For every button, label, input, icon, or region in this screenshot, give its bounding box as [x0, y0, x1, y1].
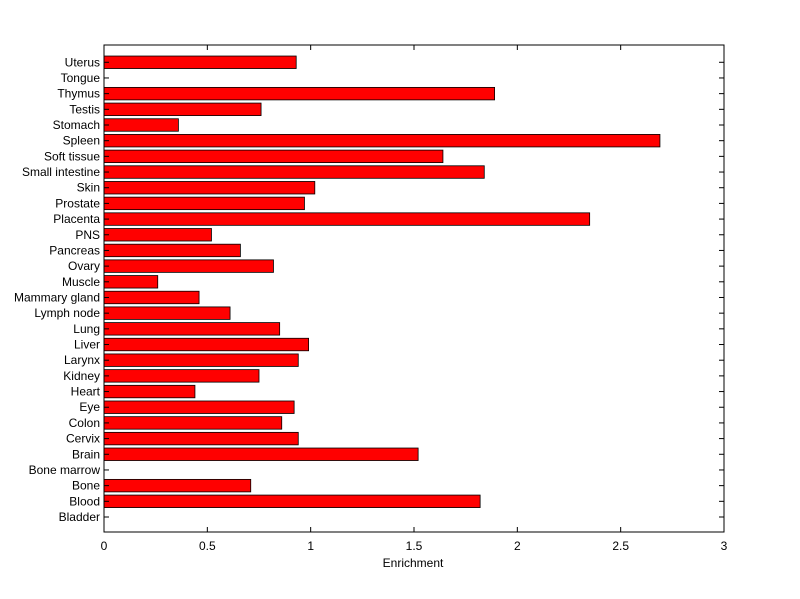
x-axis-title: Enrichment [383, 556, 444, 570]
x-tick-label: 0.5 [199, 539, 216, 553]
y-tick-label: Bone [72, 479, 100, 493]
y-tick-label: Placenta [53, 212, 100, 226]
y-tick-label: Liver [74, 338, 100, 352]
y-tick-label: Muscle [62, 275, 100, 289]
bar-lung [103, 322, 281, 336]
y-tick-label: Bone marrow [29, 463, 101, 477]
bar-stomach [103, 118, 179, 132]
y-tick-label: Colon [69, 416, 100, 430]
y-tick-label: Tongue [61, 71, 101, 85]
y-tick-label: Spleen [63, 134, 100, 148]
bar-prostate [103, 196, 305, 211]
y-tick-label: Ovary [68, 259, 100, 273]
bar-larynx [103, 353, 299, 367]
x-tick-label: 2 [514, 539, 521, 553]
bar-skin [103, 181, 316, 195]
x-tick-label: 0 [101, 539, 108, 553]
x-tick-label: 1 [307, 539, 314, 553]
bar-heart [103, 384, 196, 399]
y-tick-label: Mammary gland [14, 290, 100, 304]
y-tick-label: PNS [75, 228, 100, 242]
ticks [103, 45, 725, 532]
y-tick-label: Skin [77, 181, 100, 195]
y-tick-label: Thymus [57, 87, 100, 101]
x-tick-label: 3 [721, 539, 728, 553]
bar-lymph-node [103, 306, 231, 320]
bar-small-intestine [103, 165, 485, 179]
y-tick-label: Pancreas [49, 243, 100, 257]
y-tick-label: Small intestine [22, 165, 100, 179]
bar-thymus [103, 86, 496, 101]
bar-cervix [103, 431, 299, 446]
y-tick-label: Bladder [59, 510, 100, 524]
y-tick-label: Cervix [66, 432, 100, 446]
axes-box [103, 44, 725, 533]
y-tick-label: Prostate [55, 196, 100, 210]
y-tick-label: Testis [69, 102, 100, 116]
y-tick-label: Brain [72, 447, 100, 461]
bar-ovary [103, 259, 274, 273]
y-tick-label: Uterus [65, 55, 100, 69]
bar-eye [103, 400, 295, 414]
bar-pancreas [103, 243, 241, 258]
bar-pns [103, 228, 212, 242]
y-tick-label: Stomach [53, 118, 100, 132]
bar-colon [103, 416, 283, 430]
y-tick-label: Kidney [63, 369, 100, 383]
bar-spleen [103, 134, 661, 148]
bar-liver [103, 337, 310, 352]
bar-muscle [103, 275, 159, 289]
y-tick-label: Larynx [64, 353, 100, 367]
bar-kidney [103, 369, 260, 383]
y-tick-label: Soft tissue [44, 149, 100, 163]
bar-soft-tissue [103, 149, 444, 164]
y-tick-label: Lymph node [34, 306, 100, 320]
bar-testis [103, 102, 262, 116]
bar-bone [103, 478, 252, 493]
x-tick-label: 2.5 [612, 539, 629, 553]
bar-blood [103, 494, 481, 508]
y-tick-label: Eye [79, 400, 100, 414]
bar-brain [103, 447, 419, 461]
y-tick-label: Lung [73, 322, 100, 336]
x-tick-labels: 0 0.5 1 1.5 2 2.5 3 [101, 539, 728, 553]
y-tick-label: Blood [69, 494, 100, 508]
bar-uterus [103, 55, 297, 69]
y-tick-label: Heart [71, 385, 101, 399]
x-tick-label: 1.5 [406, 539, 423, 553]
bar-mammary-gland [103, 290, 200, 305]
bar-placenta [103, 212, 591, 226]
